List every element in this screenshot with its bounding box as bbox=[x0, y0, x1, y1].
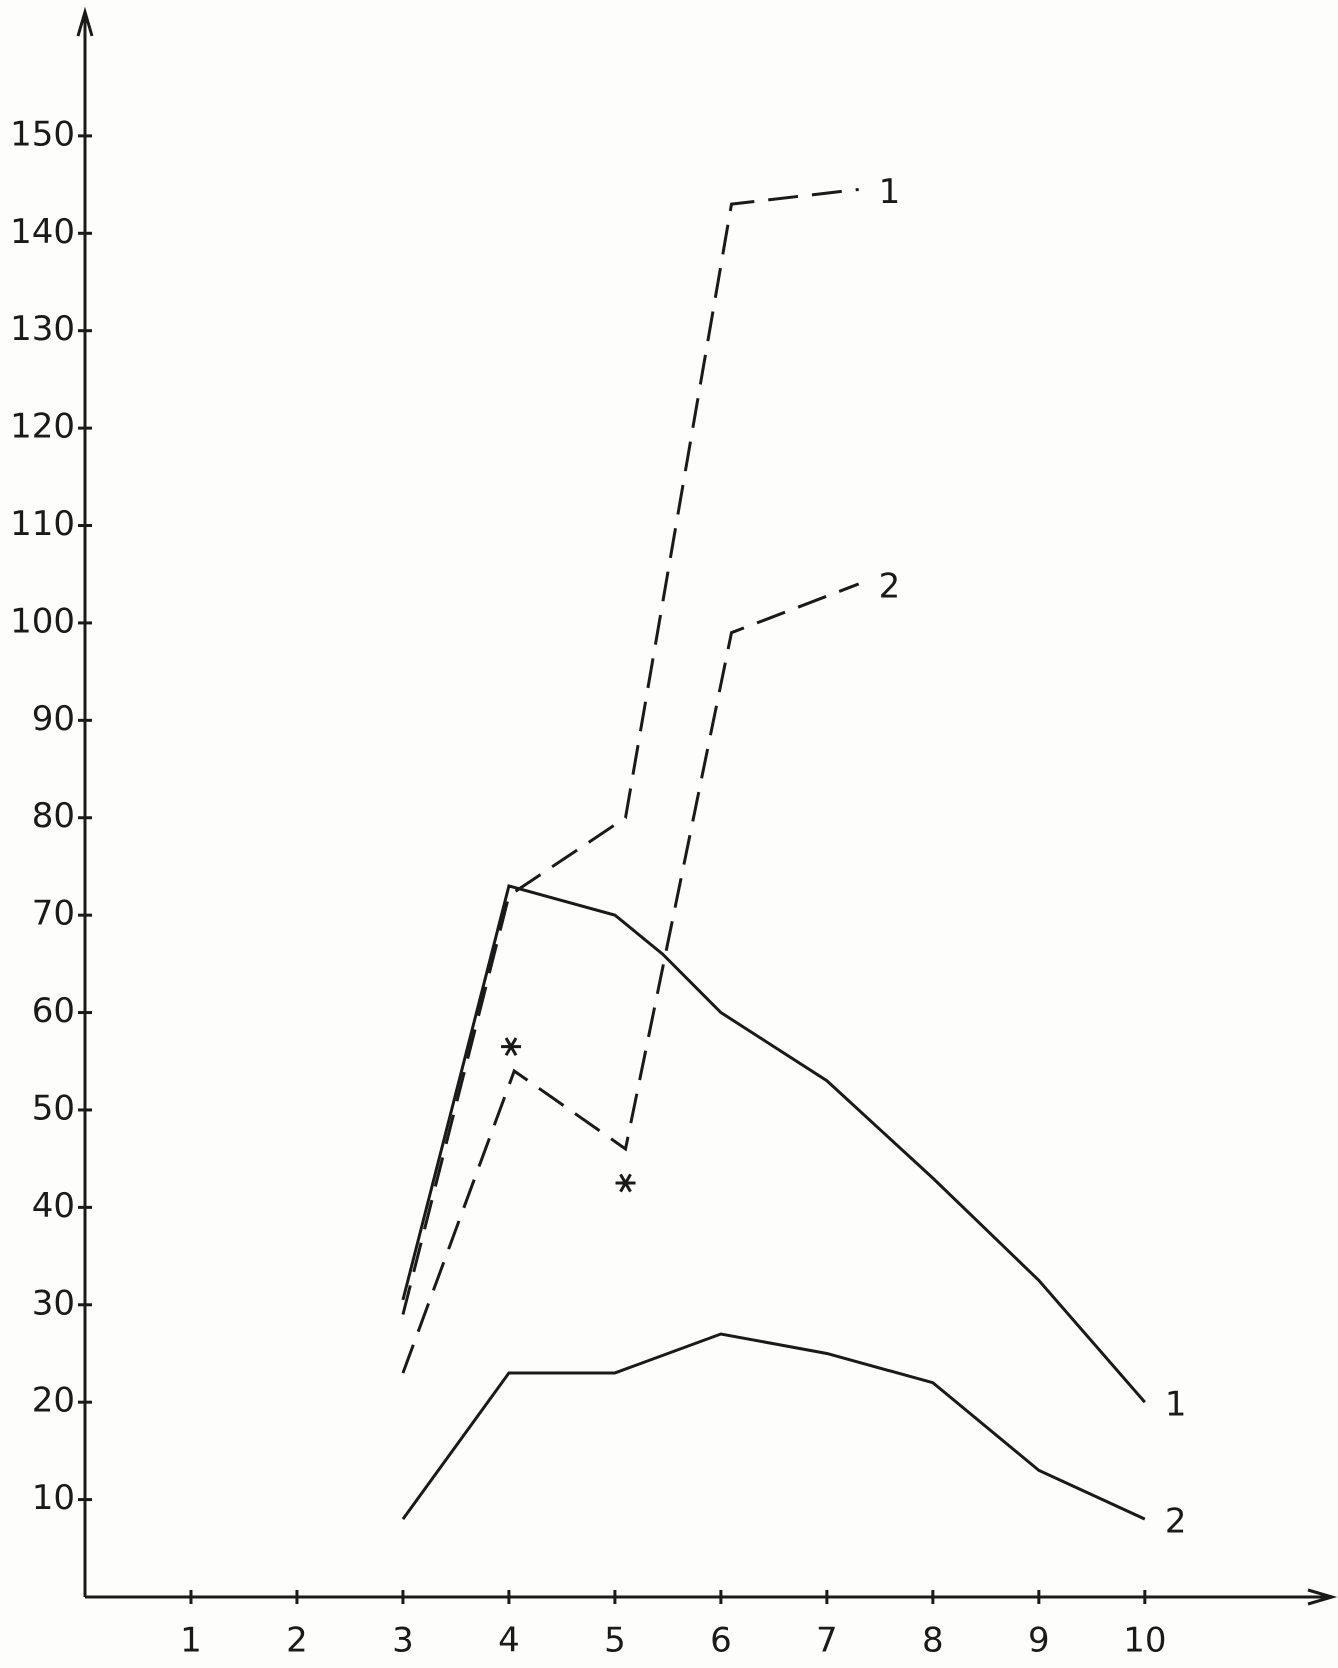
y-tick-label: 80 bbox=[32, 796, 75, 836]
series-label: 2 bbox=[879, 566, 901, 606]
x-tick-label: 1 bbox=[180, 1621, 202, 1661]
y-tick-label: 20 bbox=[32, 1381, 75, 1421]
y-tick-label: 150 bbox=[10, 114, 75, 154]
y-tick-label: 60 bbox=[32, 991, 75, 1031]
series-line bbox=[401, 582, 860, 1374]
x-tick-label: 5 bbox=[604, 1621, 626, 1661]
y-tick-label: 70 bbox=[32, 894, 75, 934]
asterisk-stroke bbox=[504, 1037, 518, 1057]
y-tick-label: 10 bbox=[32, 1478, 75, 1518]
x-tick-label: 7 bbox=[816, 1621, 838, 1661]
x-tick-label: 4 bbox=[498, 1621, 520, 1661]
y-tick-label: 30 bbox=[32, 1283, 75, 1323]
y-tick-label: 40 bbox=[32, 1186, 75, 1226]
y-tick-label: 110 bbox=[10, 504, 75, 544]
y-tick-label: 140 bbox=[10, 212, 75, 252]
series-line bbox=[401, 884, 1146, 1404]
y-tick-label: 130 bbox=[10, 309, 75, 349]
y-axis-arrow bbox=[76, 6, 94, 37]
y-tick-label: 120 bbox=[10, 407, 75, 447]
series-label: 1 bbox=[1165, 1385, 1187, 1425]
x-tick-label: 9 bbox=[1028, 1621, 1050, 1661]
series-line bbox=[401, 1332, 1146, 1521]
x-axis-arrow bbox=[1307, 1588, 1338, 1606]
y-tick-label: 50 bbox=[32, 1088, 75, 1128]
asterisk-stroke bbox=[619, 1173, 632, 1193]
x-tick-label: 6 bbox=[710, 1621, 732, 1661]
asterisk-point bbox=[501, 1037, 522, 1057]
series-line bbox=[401, 187, 859, 1315]
asterisk-point bbox=[615, 1173, 636, 1193]
series-label: 2 bbox=[1165, 1502, 1187, 1542]
x-tick-label: 10 bbox=[1123, 1621, 1166, 1661]
series-label: 1 bbox=[879, 172, 901, 212]
x-tick-label: 2 bbox=[286, 1621, 308, 1661]
x-tick-label: 3 bbox=[392, 1621, 414, 1661]
y-tick-label: 100 bbox=[10, 601, 75, 641]
y-tick-label: 90 bbox=[32, 699, 75, 739]
x-tick-label: 8 bbox=[922, 1621, 944, 1661]
